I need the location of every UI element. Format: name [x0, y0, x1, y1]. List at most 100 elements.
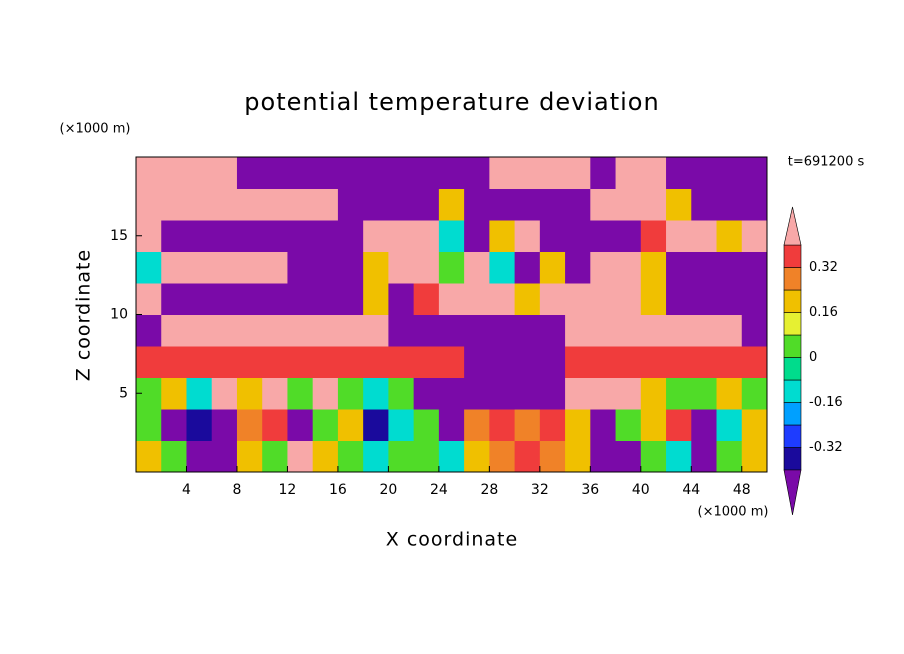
x-tick-label: 12: [279, 482, 297, 498]
contour-cell: [211, 409, 238, 441]
colorbar-tick-label: -0.16: [809, 395, 843, 410]
contour-cell: [388, 188, 415, 221]
contour-cell: [489, 314, 516, 347]
contour-cell: [514, 251, 541, 284]
contour-cell: [691, 377, 718, 410]
contour-cell: [716, 346, 743, 378]
contour-cell: [236, 314, 263, 347]
contour-cell: [590, 440, 617, 473]
x-tick-label: 32: [531, 482, 549, 498]
contour-cell: [489, 188, 516, 221]
contour-cell: [287, 314, 314, 347]
contour-cell: [539, 346, 566, 378]
x-tick-label: 28: [480, 482, 498, 498]
contour-cell: [590, 251, 617, 284]
x-tick-label: 4: [182, 482, 191, 498]
contour-cell: [287, 251, 314, 284]
contour-cell: [489, 283, 516, 315]
x-axis-title: X coordinate: [386, 529, 518, 551]
contour-cell: [236, 440, 263, 473]
contour-cell: [691, 283, 718, 315]
contour-cell: [666, 188, 692, 221]
contour-cell: [413, 220, 440, 252]
contour-cell: [312, 409, 339, 441]
contour-cell: [464, 188, 490, 221]
contour-cell: [539, 220, 566, 252]
contour-cell: [312, 377, 339, 410]
contour-cell: [438, 283, 465, 315]
contour-cell: [161, 314, 187, 347]
contour-cell: [464, 220, 490, 252]
contour-cell: [211, 220, 238, 252]
contour-cell: [464, 409, 490, 441]
contour-cell: [363, 157, 389, 189]
contour-cell: [236, 157, 263, 189]
contour-cell: [741, 157, 768, 189]
contour-cell: [388, 283, 415, 315]
contour-cell: [438, 157, 465, 189]
contour-cell: [262, 314, 288, 347]
contour-cell: [640, 157, 667, 189]
contour-cell: [514, 409, 541, 441]
contour-cell: [236, 251, 263, 284]
contour-cell: [337, 251, 364, 284]
colorbar-box: [783, 267, 802, 291]
contour-cell: [514, 440, 541, 473]
contour-cell: [666, 220, 692, 252]
contour-cell: [741, 314, 768, 347]
contour-cell: [236, 409, 263, 441]
x-tick-label: 40: [632, 482, 650, 498]
colorbar-box: [783, 402, 802, 426]
contour-cell: [236, 346, 263, 378]
y-tick-label: 5: [119, 385, 128, 401]
colorbar-top-arrow: [783, 206, 802, 246]
contour-cell: [186, 409, 213, 441]
contour-cell: [312, 188, 339, 221]
contour-cell: [262, 251, 288, 284]
contour-cell: [716, 283, 743, 315]
colorbar-box: [783, 244, 802, 268]
colorbar-tick-label: -0.32: [809, 440, 843, 455]
colorbar-box: [783, 334, 802, 358]
contour-cell: [262, 409, 288, 441]
contour-cell: [741, 188, 768, 221]
contour-cell: [211, 251, 238, 284]
contour-cell: [161, 220, 187, 252]
contour-cell: [136, 157, 162, 189]
colorbar-box: [783, 424, 802, 448]
contour-cell: [438, 220, 465, 252]
contour-cell: [287, 409, 314, 441]
contour-cell: [464, 314, 490, 347]
contour-cell: [337, 314, 364, 347]
contour-cell: [590, 188, 617, 221]
contour-cell: [262, 377, 288, 410]
contour-cell: [262, 346, 288, 378]
colorbar-box: [783, 379, 802, 403]
contour-cell: [388, 409, 415, 441]
x-tick-label: 48: [733, 482, 751, 498]
contour-cell: [565, 251, 591, 284]
contour-cell: [640, 220, 667, 252]
contour-cell: [590, 283, 617, 315]
contour-cell: [186, 188, 213, 221]
contour-cell: [337, 283, 364, 315]
contour-cell: [186, 283, 213, 315]
contour-cell: [161, 188, 187, 221]
contour-cell: [136, 283, 162, 315]
chart-title: potential temperature deviation: [244, 88, 659, 116]
contour-cell: [312, 157, 339, 189]
contour-cell: [186, 157, 213, 189]
contour-cell: [413, 314, 440, 347]
contour-cell: [211, 188, 238, 221]
contour-cell: [388, 157, 415, 189]
contour-cell: [539, 314, 566, 347]
contour-cell: [489, 220, 516, 252]
contour-cell: [640, 314, 667, 347]
contour-cell: [464, 157, 490, 189]
contour-cell: [262, 440, 288, 473]
contour-cell: [312, 440, 339, 473]
contour-cell: [666, 314, 692, 347]
contour-cell: [211, 157, 238, 189]
contour-cell: [615, 220, 642, 252]
